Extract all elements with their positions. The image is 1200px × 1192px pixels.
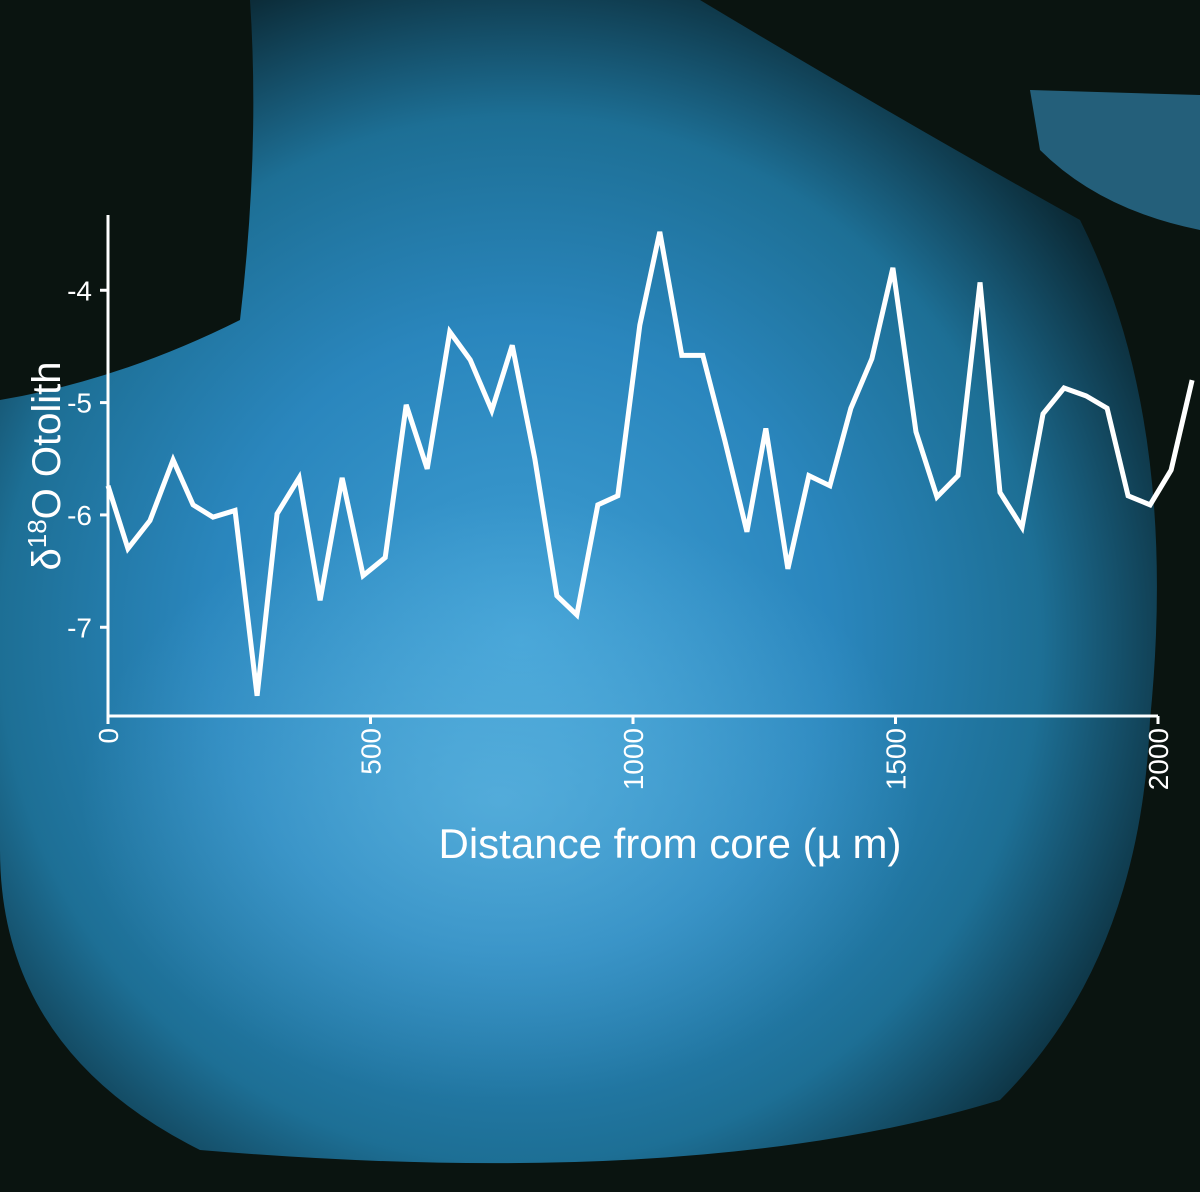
y-tick-label: -4 [67, 275, 92, 306]
y-tick-label: -6 [67, 500, 92, 531]
x-tick-label: 0 [93, 728, 124, 744]
y-tick-label: -5 [67, 388, 92, 419]
x-tick-label: 1500 [881, 728, 912, 790]
y-title-symbol: δ [25, 548, 69, 570]
y-tick-label: -7 [67, 612, 92, 643]
y-title-rest: O Otolith [25, 361, 69, 519]
x-tick-label: 2000 [1143, 728, 1174, 790]
x-tick-label: 500 [356, 728, 387, 775]
y-axis-title: δ18O Otolith [22, 361, 69, 570]
data-line [105, 231, 1195, 697]
y-title-sup: 18 [22, 519, 52, 548]
x-tick-label: 1000 [618, 728, 649, 790]
x-axis-title: Distance from core (µ m) [439, 820, 902, 867]
